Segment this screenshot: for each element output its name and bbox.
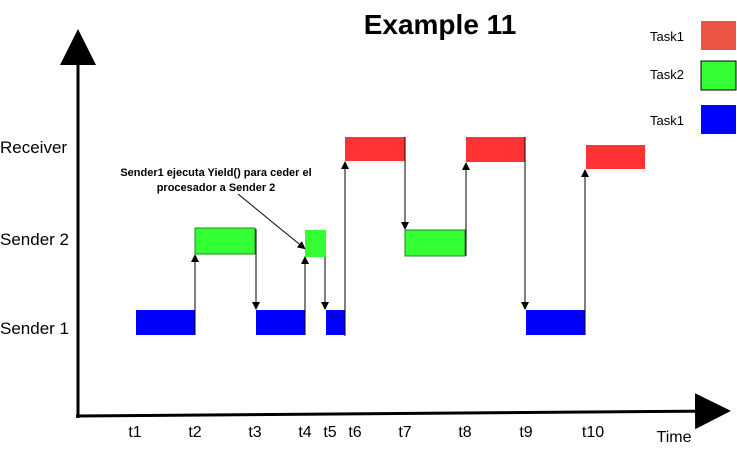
tick-label-t3: t3 bbox=[248, 424, 261, 441]
segment-sender2-t7-t8 bbox=[404, 229, 466, 257]
segment-sender2-t4 bbox=[305, 230, 326, 257]
annotation-line-1: Sender1 ejecuta Yield() para ceder el bbox=[120, 167, 311, 179]
diagram-title: Example 11 bbox=[364, 9, 517, 40]
tick-label-t6: t6 bbox=[348, 424, 361, 441]
row-label-receiver: Receiver bbox=[0, 138, 67, 157]
legend-swatch-red bbox=[701, 21, 736, 50]
time-axis-label: Time bbox=[657, 429, 692, 446]
x-axis bbox=[75, 393, 731, 430]
annotation-line-2: procesador a Sender 2 bbox=[157, 182, 276, 194]
tick-label-t5: t5 bbox=[323, 424, 336, 441]
tick-label-t7: t7 bbox=[398, 424, 411, 441]
tick-label-t4: t4 bbox=[298, 424, 311, 441]
row-label-sender-1: Sender 1 bbox=[0, 319, 69, 338]
row-label-sender-2: Sender 2 bbox=[0, 230, 69, 249]
tick-label-t10: t10 bbox=[582, 424, 604, 441]
segment-receiver-t6 bbox=[345, 137, 405, 161]
legend-label-task1-red: Task1 bbox=[650, 29, 684, 44]
tick-label-t2: t2 bbox=[188, 424, 201, 441]
legend-swatch-blue bbox=[701, 105, 736, 134]
annotation-arrow bbox=[237, 193, 306, 250]
segment-sender1-t1-t2 bbox=[136, 310, 195, 335]
segment-sender2-t2-t3 bbox=[194, 227, 256, 255]
segment-sender1-t3-t4 bbox=[256, 310, 305, 335]
segment-sender1-t5 bbox=[326, 310, 345, 335]
tick-label-t8: t8 bbox=[458, 424, 471, 441]
legend-label-task2-green: Task2 bbox=[650, 67, 684, 82]
tick-label-t1: t1 bbox=[128, 424, 141, 441]
segment-sender1-t9-t10 bbox=[526, 310, 585, 335]
segment-receiver-t10 bbox=[586, 145, 645, 169]
legend-label-task1-blue: Task1 bbox=[650, 113, 684, 128]
segment-receiver-t8 bbox=[466, 137, 525, 162]
legend-swatch-green bbox=[700, 60, 737, 91]
tick-label-t9: t9 bbox=[519, 424, 532, 441]
